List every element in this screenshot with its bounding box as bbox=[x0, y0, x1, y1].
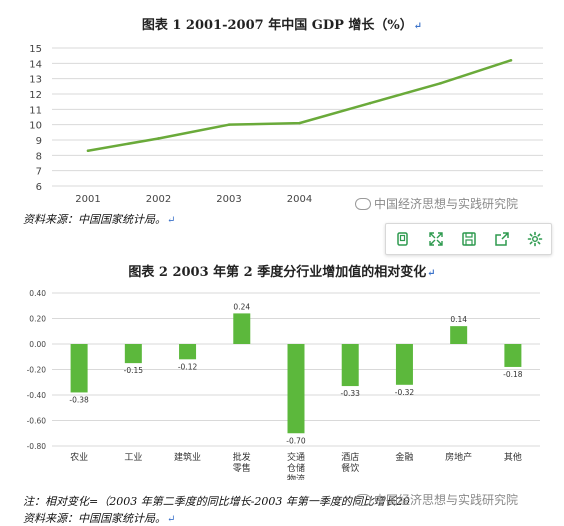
chart2-bar bbox=[179, 344, 197, 360]
chart2-x-tick-label: 仓储 bbox=[287, 462, 305, 474]
chart1-y-tick-label: 9 bbox=[36, 136, 42, 147]
chart2-data-label: -0.18 bbox=[503, 370, 523, 379]
chart2-note: 注：相对变化=（2003 年第二季度的同比增长-2003 年第一季度的同比增长2… bbox=[23, 495, 410, 508]
chart2-x-tick-label: 餐饮 bbox=[341, 462, 359, 474]
chart2-data-label: 0.24 bbox=[233, 302, 250, 311]
chart2-data-label: -0.33 bbox=[341, 389, 361, 398]
chart2-x-tick-label: 农业 bbox=[70, 451, 88, 463]
chart2-x-tick-label: 房地产 bbox=[445, 451, 472, 463]
chart2-x-tick-label: 交通 bbox=[287, 451, 305, 463]
copy-button[interactable] bbox=[392, 228, 414, 250]
chart1-data-point bbox=[298, 121, 301, 125]
chart2-data-label: 0.14 bbox=[450, 315, 467, 324]
chart2-y-tick-label: 0.00 bbox=[29, 340, 46, 349]
chart1-line-chart: 6 7 8 9 10 11 12 13 14 15 2001 2002 2003 2004 bbox=[29, 44, 543, 205]
chart1-x-tick-label: 2001 bbox=[75, 194, 100, 205]
chart2-data-label: -0.15 bbox=[124, 366, 144, 375]
chart1-data-point bbox=[509, 58, 513, 62]
chart2-y-tick-label: -0.20 bbox=[27, 366, 47, 375]
chart1-y-tick-label: 12 bbox=[29, 90, 42, 101]
chart1-series-line bbox=[87, 59, 512, 152]
chart1-y-tick-label: 10 bbox=[29, 121, 42, 132]
watermark-logo-icon bbox=[355, 197, 371, 210]
chart2-x-tick-label: 物流 bbox=[287, 473, 305, 480]
chart1-data-point bbox=[157, 137, 160, 140]
settings-button[interactable] bbox=[524, 228, 546, 250]
chart2-bar-chart: -0.80 -0.60 -0.40 -0.20 0.00 0.20 0.40 -0.38 农业 -… bbox=[27, 289, 540, 480]
chart2-x-tick-label: 金融 bbox=[395, 451, 413, 463]
chart1-y-tick-label: 13 bbox=[29, 75, 42, 86]
expand-icon bbox=[428, 232, 443, 246]
chart2-data-label: -0.38 bbox=[69, 395, 89, 404]
chart2-y-tick-label: 0.20 bbox=[29, 315, 46, 324]
chart2-data-label: -0.70 bbox=[286, 436, 306, 445]
chart2-bar bbox=[287, 344, 305, 434]
chart2-y-tick-label: -0.80 bbox=[27, 442, 47, 451]
chart2-bar bbox=[341, 344, 359, 387]
expand-button[interactable] bbox=[425, 228, 447, 250]
chart1-data-point bbox=[227, 123, 231, 126]
save-icon bbox=[461, 232, 476, 246]
chart1-data-point bbox=[439, 81, 442, 85]
chart1-y-tick-label: 8 bbox=[36, 151, 42, 162]
save-button[interactable] bbox=[458, 228, 480, 250]
share-icon bbox=[494, 232, 509, 246]
chart1-y-tick-label: 15 bbox=[29, 44, 42, 55]
image-toolbar bbox=[385, 223, 552, 255]
chart2-x-tick-label: 其他 bbox=[504, 451, 522, 463]
chart1-y-tick-label: 6 bbox=[36, 182, 42, 193]
share-button[interactable] bbox=[491, 228, 513, 250]
chart2-bar bbox=[70, 344, 88, 393]
watermark-top: 中国经济思想与实践研究院 bbox=[355, 195, 518, 212]
chart1-data-point bbox=[368, 101, 372, 105]
chart2-source: 资料来源：中国国家统计局。↵ bbox=[23, 512, 176, 525]
chart1-data-point bbox=[86, 149, 90, 153]
chart1-x-tick-label: 2004 bbox=[287, 194, 312, 205]
settings-icon bbox=[527, 231, 542, 247]
chart1-title: 图表 1 2001-2007 年中国 GDP 增长（%）↵ bbox=[141, 18, 423, 33]
chart2-x-tick-label: 建筑业 bbox=[174, 451, 201, 463]
chart2-data-label: -0.12 bbox=[178, 362, 198, 371]
chart2-y-tick-label: 0.40 bbox=[29, 289, 46, 298]
chart2-title: 图表 2 2003 年第 2 季度分行业增加值的相对变化↵ bbox=[128, 265, 436, 280]
watermark-logo-icon bbox=[355, 493, 371, 506]
chart1-x-tick-label: 2003 bbox=[216, 194, 241, 205]
chart2-x-tick-label: 零售 bbox=[233, 462, 251, 474]
chart2-y-tick-label: -0.40 bbox=[27, 391, 47, 400]
chart2-bar bbox=[504, 344, 522, 367]
chart2-data-label: -0.32 bbox=[395, 388, 415, 397]
chart2-x-tick-label: 批发 bbox=[233, 451, 251, 463]
chart2-bar bbox=[124, 344, 142, 364]
chart1-y-tick-label: 7 bbox=[36, 167, 42, 178]
chart2-y-tick-label: -0.60 bbox=[27, 417, 47, 426]
chart1-y-tick-label: 14 bbox=[29, 59, 42, 70]
chart2-bar bbox=[450, 326, 468, 344]
copy-icon bbox=[396, 232, 408, 246]
chart1-y-tick-label: 11 bbox=[29, 105, 42, 116]
chart2-x-tick-label: 酒店 bbox=[341, 451, 359, 463]
chart2-bar bbox=[233, 313, 251, 344]
chart1-source: 资料来源：中国国家统计局。↵ bbox=[23, 213, 176, 226]
watermark-bottom: 中国经济思想与实践研究院 bbox=[355, 491, 518, 508]
chart2-x-tick-label: 工业 bbox=[124, 452, 142, 463]
chart2-bar bbox=[395, 344, 413, 385]
chart1-x-tick-label: 2002 bbox=[146, 194, 171, 205]
